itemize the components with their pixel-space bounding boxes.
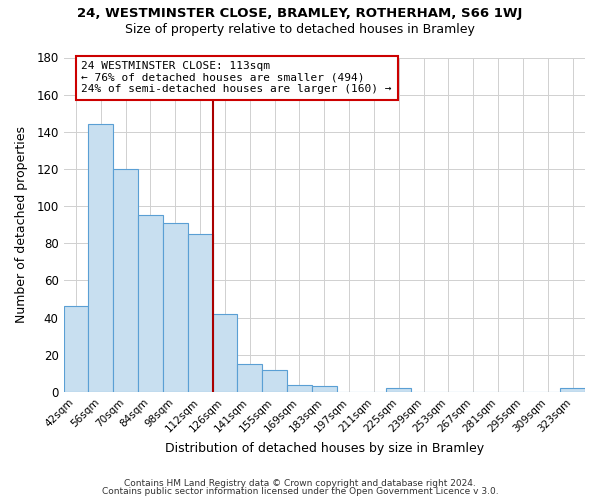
Bar — [64, 306, 88, 392]
Bar — [163, 223, 188, 392]
Bar — [88, 124, 113, 392]
Text: Contains HM Land Registry data © Crown copyright and database right 2024.: Contains HM Land Registry data © Crown c… — [124, 478, 476, 488]
Bar — [386, 388, 411, 392]
Bar — [113, 169, 138, 392]
Bar — [560, 388, 585, 392]
Bar — [312, 386, 337, 392]
Bar — [188, 234, 212, 392]
Y-axis label: Number of detached properties: Number of detached properties — [15, 126, 28, 323]
X-axis label: Distribution of detached houses by size in Bramley: Distribution of detached houses by size … — [165, 442, 484, 455]
Bar — [287, 384, 312, 392]
Text: Contains public sector information licensed under the Open Government Licence v : Contains public sector information licen… — [101, 487, 499, 496]
Text: Size of property relative to detached houses in Bramley: Size of property relative to detached ho… — [125, 22, 475, 36]
Bar — [212, 314, 238, 392]
Bar — [262, 370, 287, 392]
Text: 24, WESTMINSTER CLOSE, BRAMLEY, ROTHERHAM, S66 1WJ: 24, WESTMINSTER CLOSE, BRAMLEY, ROTHERHA… — [77, 8, 523, 20]
Bar — [238, 364, 262, 392]
Bar — [138, 216, 163, 392]
Text: 24 WESTMINSTER CLOSE: 113sqm
← 76% of detached houses are smaller (494)
24% of s: 24 WESTMINSTER CLOSE: 113sqm ← 76% of de… — [82, 61, 392, 94]
